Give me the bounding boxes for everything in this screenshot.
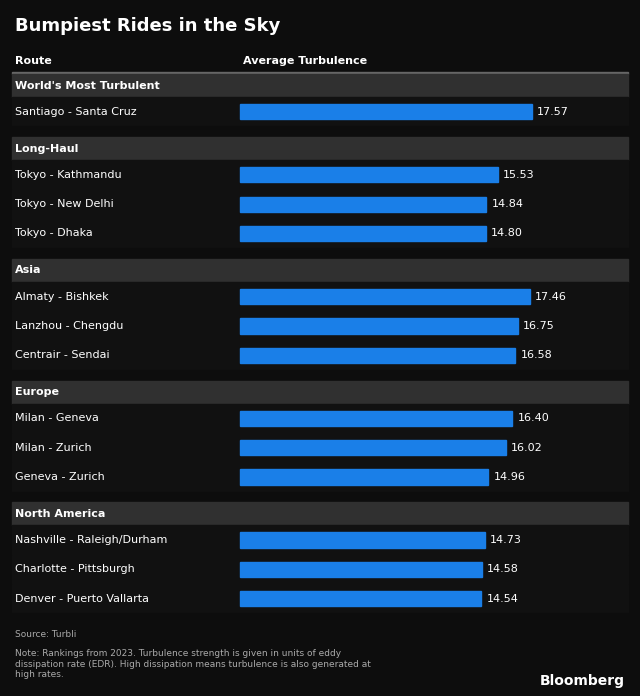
Bar — [12, 381, 628, 404]
Bar — [12, 72, 628, 74]
Text: Tokyo - New Delhi: Tokyo - New Delhi — [15, 199, 114, 209]
Bar — [240, 411, 513, 426]
Bar — [12, 584, 628, 613]
Bar — [240, 196, 486, 212]
Text: 14.73: 14.73 — [490, 535, 522, 545]
Bar — [12, 503, 628, 525]
Bar — [12, 311, 628, 340]
Bar — [240, 532, 484, 548]
Text: 14.84: 14.84 — [492, 199, 524, 209]
Bar — [12, 127, 628, 137]
Bar — [12, 340, 628, 370]
Bar — [240, 226, 486, 241]
Text: Bumpiest Rides in the Sky: Bumpiest Rides in the Sky — [15, 17, 280, 35]
Bar — [12, 219, 628, 248]
Bar — [12, 282, 628, 311]
Bar — [240, 562, 482, 577]
Bar — [12, 613, 628, 624]
Text: Tokyo - Dhaka: Tokyo - Dhaka — [15, 228, 93, 239]
Text: Lanzhou - Chengdu: Lanzhou - Chengdu — [15, 321, 124, 331]
Text: Asia: Asia — [15, 265, 42, 276]
Text: World's Most Turbulent: World's Most Turbulent — [15, 81, 160, 90]
Text: Source: Turbli: Source: Turbli — [15, 630, 77, 639]
Text: Tokyo - Kathmandu: Tokyo - Kathmandu — [15, 170, 122, 180]
Bar — [240, 591, 481, 606]
Bar — [240, 469, 488, 484]
Text: 16.58: 16.58 — [520, 350, 552, 361]
Bar — [12, 259, 628, 282]
Text: 17.57: 17.57 — [537, 106, 569, 117]
Text: Centrair - Sendai: Centrair - Sendai — [15, 350, 110, 361]
Text: Route: Route — [15, 56, 52, 65]
Bar — [12, 248, 628, 259]
Text: North America: North America — [15, 509, 106, 519]
Text: Bloomberg: Bloomberg — [540, 674, 625, 688]
Text: 14.58: 14.58 — [487, 564, 519, 574]
Text: Geneva - Zurich: Geneva - Zurich — [15, 472, 105, 482]
Text: Average Turbulence: Average Turbulence — [243, 56, 367, 65]
Bar — [12, 189, 628, 219]
Bar — [12, 97, 628, 127]
Text: 14.54: 14.54 — [486, 594, 518, 603]
Bar — [12, 74, 628, 97]
Bar — [240, 347, 515, 363]
Text: Almaty - Bishkek: Almaty - Bishkek — [15, 292, 109, 301]
Bar — [12, 555, 628, 584]
Text: Milan - Geneva: Milan - Geneva — [15, 413, 99, 423]
Text: 16.40: 16.40 — [518, 413, 549, 423]
Text: Long-Haul: Long-Haul — [15, 143, 79, 154]
Bar — [12, 433, 628, 462]
Bar — [12, 462, 628, 491]
Bar — [12, 370, 628, 381]
Bar — [240, 289, 530, 304]
Bar — [12, 525, 628, 555]
Bar — [12, 160, 628, 189]
Bar — [12, 491, 628, 503]
Text: 16.75: 16.75 — [524, 321, 555, 331]
Text: 14.80: 14.80 — [491, 228, 523, 239]
Bar — [240, 318, 518, 333]
Text: 16.02: 16.02 — [511, 443, 543, 452]
Text: 14.96: 14.96 — [493, 472, 525, 482]
Bar — [240, 104, 532, 120]
Text: Nashville - Raleigh/Durham: Nashville - Raleigh/Durham — [15, 535, 168, 545]
Text: Charlotte - Pittsburgh: Charlotte - Pittsburgh — [15, 564, 135, 574]
Text: Milan - Zurich: Milan - Zurich — [15, 443, 92, 452]
Bar — [12, 137, 628, 160]
Text: 17.46: 17.46 — [535, 292, 567, 301]
Bar — [240, 440, 506, 455]
Text: Santiago - Santa Cruz: Santiago - Santa Cruz — [15, 106, 137, 117]
Text: 15.53: 15.53 — [503, 170, 534, 180]
Text: Denver - Puerto Vallarta: Denver - Puerto Vallarta — [15, 594, 149, 603]
Text: Note: Rankings from 2023. Turbulence strength is given in units of eddy
dissipat: Note: Rankings from 2023. Turbulence str… — [15, 649, 371, 679]
Bar — [240, 167, 498, 182]
Bar — [12, 404, 628, 433]
Text: Europe: Europe — [15, 387, 60, 397]
